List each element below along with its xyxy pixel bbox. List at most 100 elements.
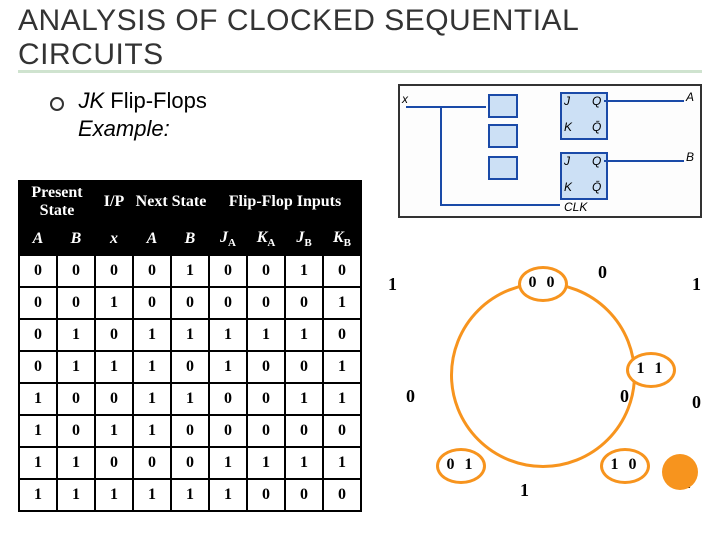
state-node-00: 0 0 xyxy=(518,266,568,302)
table-cell: 0 xyxy=(285,479,323,511)
table-cell: 1 xyxy=(95,287,133,319)
circuit-label-K1: K xyxy=(564,120,572,134)
title-underline xyxy=(18,70,702,73)
table-cell: 1 xyxy=(19,447,57,479)
th-col: A xyxy=(133,223,171,255)
table-cell: 1 xyxy=(323,447,361,479)
table-cell: 1 xyxy=(171,479,209,511)
th-col: KA xyxy=(247,223,285,255)
table-cell: 1 xyxy=(323,383,361,415)
state-diagram: 0 01 11 00 1 10100011 xyxy=(380,262,700,512)
th-col: x xyxy=(95,223,133,255)
table-cell: 1 xyxy=(19,415,57,447)
th-ip: I/P xyxy=(95,181,133,223)
table-cell: 0 xyxy=(19,287,57,319)
table-cell: 1 xyxy=(323,351,361,383)
table-cell: 0 xyxy=(209,415,247,447)
table-cell: 0 xyxy=(209,383,247,415)
table-row: 010111110 xyxy=(19,319,361,351)
subtitle-rest: Flip-Flops xyxy=(104,88,207,113)
table-row: 111111000 xyxy=(19,479,361,511)
table-row: 110001111 xyxy=(19,447,361,479)
table-cell: 0 xyxy=(171,447,209,479)
table-cell: 0 xyxy=(133,255,171,287)
table-row: 011101001 xyxy=(19,351,361,383)
table-cell: 1 xyxy=(57,351,95,383)
table-cell: 1 xyxy=(133,479,171,511)
truth-table: Present State I/P Next State Flip-Flop I… xyxy=(18,180,362,512)
state-node-11: 1 1 xyxy=(626,352,676,388)
table-cell: 1 xyxy=(19,383,57,415)
table-row: 000010010 xyxy=(19,255,361,287)
table-cell: 1 xyxy=(209,479,247,511)
table-cell: 1 xyxy=(171,255,209,287)
arc-label: 1 xyxy=(388,274,397,295)
th-col: A xyxy=(19,223,57,255)
table-cell: 1 xyxy=(19,479,57,511)
arc-label: 1 xyxy=(520,480,529,501)
circuit-label-J2: J xyxy=(564,154,570,168)
table-cell: 0 xyxy=(171,351,209,383)
table-cell: 0 xyxy=(19,351,57,383)
table-cell: 1 xyxy=(95,415,133,447)
circuit-label-Qb1: Q̄ xyxy=(592,120,601,134)
table-cell: 1 xyxy=(57,319,95,351)
table-cell: 1 xyxy=(323,287,361,319)
table-cell: 0 xyxy=(57,383,95,415)
table-cell: 1 xyxy=(285,319,323,351)
subtitle-jk: JK xyxy=(78,88,104,113)
table-cell: 1 xyxy=(57,447,95,479)
state-highlight xyxy=(662,454,698,490)
th-present: Present State xyxy=(19,181,95,223)
table-cell: 0 xyxy=(133,447,171,479)
th-col: B xyxy=(171,223,209,255)
table-cell: 1 xyxy=(95,351,133,383)
table-cell: 0 xyxy=(247,383,285,415)
table-cell: 0 xyxy=(19,319,57,351)
table-cell: 1 xyxy=(171,319,209,351)
table-cell: 1 xyxy=(247,447,285,479)
table-cell: 1 xyxy=(133,351,171,383)
table-cell: 1 xyxy=(209,447,247,479)
table-cell: 1 xyxy=(285,447,323,479)
table-cell: 1 xyxy=(285,383,323,415)
table-cell: 0 xyxy=(285,415,323,447)
table-cell: 0 xyxy=(57,255,95,287)
th-col: JB xyxy=(285,223,323,255)
table-cell: 0 xyxy=(95,447,133,479)
table-cell: 0 xyxy=(323,415,361,447)
table-cell: 0 xyxy=(171,415,209,447)
bullet-icon xyxy=(50,97,64,111)
table-cell: 1 xyxy=(209,351,247,383)
table-cell: 0 xyxy=(133,287,171,319)
th-col: B xyxy=(57,223,95,255)
table-cell: 0 xyxy=(285,287,323,319)
table-cell: 1 xyxy=(285,255,323,287)
table-cell: 1 xyxy=(133,383,171,415)
circuit-label-x: x xyxy=(402,92,408,106)
table-cell: 1 xyxy=(209,319,247,351)
state-node-10: 1 0 xyxy=(600,448,650,484)
table-cell: 0 xyxy=(247,479,285,511)
th-ffin: Flip-Flop Inputs xyxy=(209,181,361,223)
table-cell: 0 xyxy=(209,255,247,287)
page-title: ANALYSIS OF CLOCKED SEQUENTIAL CIRCUITS xyxy=(0,0,720,72)
table-cell: 0 xyxy=(57,415,95,447)
circuit-label-B: B xyxy=(686,150,694,164)
arc-label: 0 xyxy=(620,386,629,407)
table-cell: 1 xyxy=(171,383,209,415)
table-cell: 0 xyxy=(323,255,361,287)
state-orbit xyxy=(450,282,636,468)
table-cell: 0 xyxy=(95,383,133,415)
table-cell: 0 xyxy=(57,287,95,319)
arc-label: 1 xyxy=(692,274,701,295)
table-cell: 1 xyxy=(133,415,171,447)
table-row: 100110011 xyxy=(19,383,361,415)
table-cell: 1 xyxy=(95,479,133,511)
circuit-label-A: A xyxy=(686,90,694,104)
table-cell: 0 xyxy=(247,287,285,319)
table-row: 001000001 xyxy=(19,287,361,319)
table-cell: 0 xyxy=(247,415,285,447)
circuit-label-Q2: Q xyxy=(592,154,601,168)
table-cell: 0 xyxy=(19,255,57,287)
